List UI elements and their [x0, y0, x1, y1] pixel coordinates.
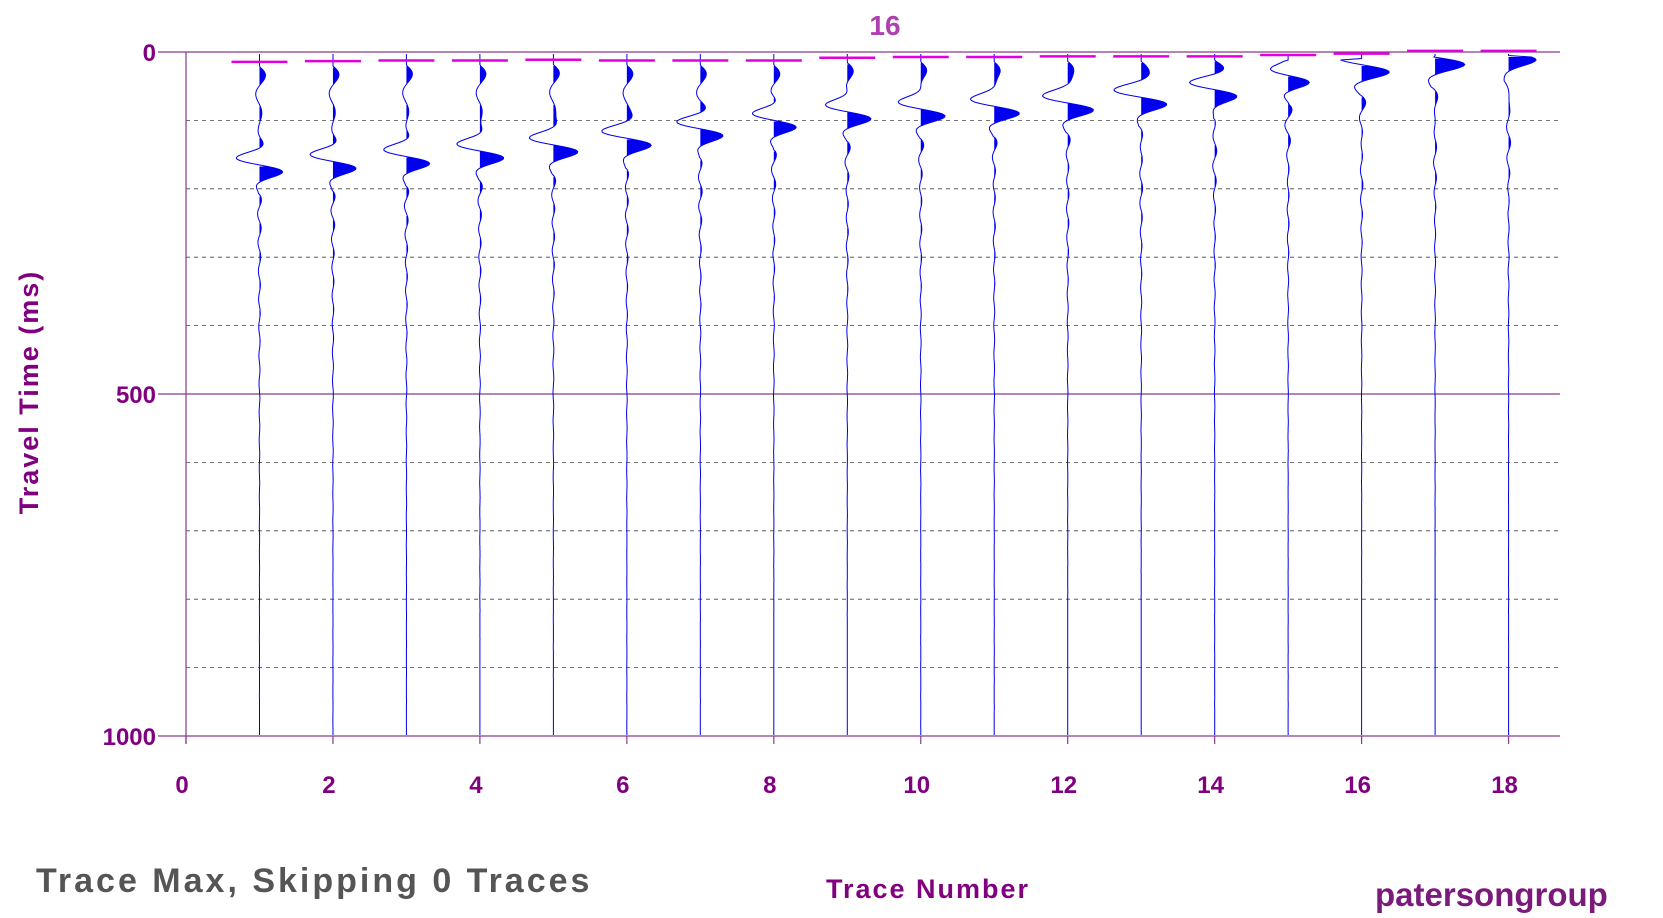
- grid-layer: [158, 51, 1560, 737]
- trace-fill: [847, 64, 871, 293]
- trace-fill: [1214, 61, 1237, 296]
- trace-layer: [235, 54, 1537, 736]
- trace-fill: [406, 66, 430, 338]
- trace-fill: [1435, 58, 1465, 237]
- y-tick-label: 500: [116, 382, 156, 409]
- x-tick-label: 18: [1491, 772, 1518, 799]
- y-axis-label: Travel Time (ms): [14, 270, 44, 515]
- trace-fill: [1141, 63, 1167, 278]
- trace-wiggle: [824, 54, 872, 735]
- trace-2: [309, 54, 357, 735]
- trace-wiggle: [1269, 54, 1310, 736]
- trace-10: [897, 54, 946, 735]
- y-tick-label: 0: [143, 40, 156, 67]
- trace-fill: [626, 66, 652, 318]
- axes: 0 500 1000 0 2 4 6 8 10 12 14 16 18: [103, 40, 1518, 799]
- trace-18: [1503, 54, 1537, 735]
- trace-wiggle: [309, 54, 357, 735]
- trace-wiggle: [1427, 54, 1466, 735]
- x-tick-label: 4: [469, 772, 483, 799]
- trace-12: [1041, 54, 1094, 735]
- trace-fill: [332, 67, 356, 342]
- x-tick-label: 8: [763, 772, 776, 799]
- trace-fill: [1508, 57, 1537, 260]
- trace-16: [1340, 54, 1390, 735]
- trace-4: [456, 54, 505, 735]
- trace-7: [676, 54, 724, 735]
- trace-1: [235, 54, 284, 735]
- trace-9: [824, 54, 872, 735]
- trace-3: [383, 54, 431, 735]
- trace-wiggle: [601, 54, 652, 735]
- trace-wiggle: [1041, 54, 1094, 735]
- trace-wiggle: [235, 54, 284, 735]
- trace-wiggle: [897, 54, 946, 735]
- trace-11: [969, 54, 1020, 735]
- brand-logo-text: patersongroup: [1375, 876, 1608, 913]
- trace-wiggle: [1188, 54, 1238, 735]
- x-tick-label: 2: [322, 772, 335, 799]
- x-axis-label: Trace Number: [826, 874, 1030, 904]
- trace-5: [528, 54, 579, 735]
- trace-wiggle: [1340, 54, 1390, 735]
- trace-17: [1427, 54, 1466, 735]
- trace-wiggle: [1113, 54, 1168, 735]
- trace-6: [601, 54, 652, 735]
- trace-wiggle: [1503, 54, 1537, 735]
- trace-13: [1113, 54, 1168, 735]
- status-text: Trace Max, Skipping 0 Traces: [36, 862, 593, 900]
- trace-wiggle: [751, 54, 797, 735]
- x-tick-label: 6: [616, 772, 629, 799]
- trace-fill: [1067, 63, 1094, 284]
- x-tick-label: 10: [903, 772, 930, 799]
- x-tick-label: 12: [1050, 772, 1077, 799]
- chart-title: 16: [869, 10, 900, 41]
- trace-fill: [700, 66, 723, 309]
- trace-fill: [994, 63, 1020, 287]
- trace-wiggle: [383, 54, 431, 735]
- trace-wiggle: [969, 54, 1020, 735]
- trace-fill: [1288, 76, 1310, 257]
- x-tick-label: 0: [175, 772, 188, 799]
- trace-14: [1188, 54, 1238, 735]
- trace-15: [1269, 54, 1310, 736]
- trace-8: [751, 54, 797, 735]
- trace-fill: [479, 66, 504, 332]
- trace-fill: [1361, 66, 1390, 246]
- trace-fill: [773, 66, 797, 302]
- trace-wiggle: [528, 54, 579, 735]
- trace-wiggle: [456, 54, 505, 735]
- trace-wiggle: [676, 54, 724, 735]
- trace-fill: [553, 66, 578, 326]
- trace-fill: [920, 63, 945, 290]
- x-tick-label: 16: [1344, 772, 1371, 799]
- first-break-picks: [231, 49, 1537, 64]
- trace-fill: [259, 67, 283, 345]
- x-tick-label: 14: [1197, 772, 1224, 799]
- y-tick-label: 1000: [103, 724, 156, 751]
